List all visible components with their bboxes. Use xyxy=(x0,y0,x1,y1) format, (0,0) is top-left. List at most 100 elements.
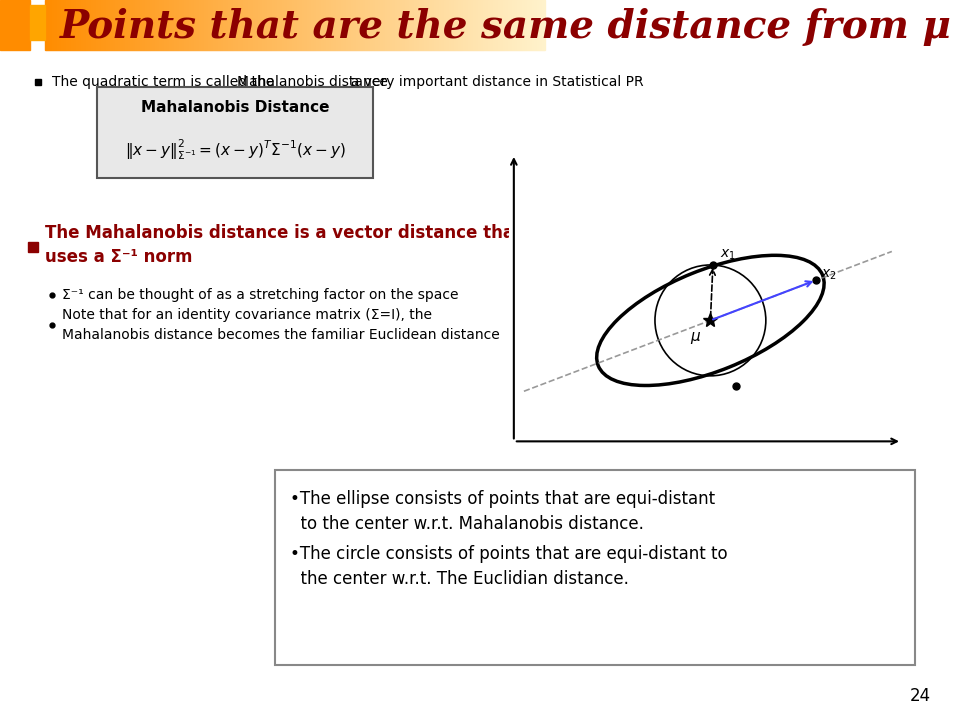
Bar xyxy=(147,0,148,50)
Bar xyxy=(368,0,369,50)
Bar xyxy=(75,0,76,50)
Bar xyxy=(163,0,164,50)
Bar xyxy=(115,0,116,50)
Bar xyxy=(439,0,440,50)
Bar xyxy=(193,0,194,50)
Bar xyxy=(367,0,368,50)
Bar xyxy=(236,0,237,50)
Bar xyxy=(471,0,472,50)
Bar xyxy=(233,0,234,50)
Bar xyxy=(386,0,387,50)
Bar xyxy=(93,0,94,50)
Bar xyxy=(516,0,517,50)
Bar xyxy=(457,0,458,50)
Bar xyxy=(362,0,363,50)
Bar xyxy=(461,0,462,50)
Bar xyxy=(503,0,504,50)
Bar xyxy=(256,0,257,50)
Bar xyxy=(448,0,449,50)
Bar xyxy=(212,0,213,50)
Text: $\|x - y\|^2_{\Sigma^{-1}} = (x - y)^T \Sigma^{-1}(x - y)$: $\|x - y\|^2_{\Sigma^{-1}} = (x - y)^T \… xyxy=(125,138,346,162)
Bar xyxy=(72,0,73,50)
Bar xyxy=(48,0,49,50)
Bar xyxy=(265,0,266,50)
Bar xyxy=(149,0,150,50)
Bar xyxy=(537,0,538,50)
Bar xyxy=(295,0,296,50)
Bar xyxy=(455,0,456,50)
Bar xyxy=(460,0,461,50)
Bar xyxy=(219,0,220,50)
Bar xyxy=(248,0,249,50)
Bar xyxy=(164,0,165,50)
Bar xyxy=(278,0,279,50)
Bar xyxy=(524,0,525,50)
Bar xyxy=(74,0,75,50)
Bar xyxy=(404,0,405,50)
Bar xyxy=(114,0,115,50)
Bar xyxy=(57,0,58,50)
Bar xyxy=(289,0,290,50)
Bar xyxy=(452,0,453,50)
Bar xyxy=(89,0,90,50)
Bar xyxy=(99,0,100,50)
Bar xyxy=(107,0,108,50)
Bar xyxy=(378,0,379,50)
Bar xyxy=(201,0,202,50)
Bar xyxy=(240,0,241,50)
Bar xyxy=(56,0,57,50)
Bar xyxy=(406,0,407,50)
Bar xyxy=(53,0,54,50)
Bar xyxy=(389,0,390,50)
Bar xyxy=(444,0,445,50)
Bar xyxy=(387,0,388,50)
Bar xyxy=(308,0,309,50)
Bar xyxy=(159,0,160,50)
Bar xyxy=(399,0,400,50)
Bar xyxy=(529,0,530,50)
Bar xyxy=(440,0,441,50)
Bar xyxy=(466,0,467,50)
Bar xyxy=(521,0,522,50)
Bar xyxy=(314,0,315,50)
Bar xyxy=(177,0,178,50)
Bar xyxy=(90,0,91,50)
Bar xyxy=(356,0,357,50)
Bar xyxy=(203,0,204,50)
Bar xyxy=(374,0,375,50)
Bar xyxy=(299,0,300,50)
Bar xyxy=(364,0,365,50)
Bar xyxy=(450,0,451,50)
Bar xyxy=(411,0,412,50)
Text: •The circle consists of points that are equi-distant to: •The circle consists of points that are … xyxy=(290,545,728,563)
Bar xyxy=(513,0,514,50)
Bar xyxy=(71,0,72,50)
Bar xyxy=(111,0,112,50)
Bar xyxy=(62,0,63,50)
Bar xyxy=(494,0,495,50)
Bar xyxy=(206,0,207,50)
Bar xyxy=(410,0,411,50)
Bar xyxy=(313,0,314,50)
Bar xyxy=(251,0,252,50)
Bar xyxy=(128,0,129,50)
Bar xyxy=(391,0,392,50)
Bar xyxy=(318,0,319,50)
Bar xyxy=(443,0,444,50)
Bar xyxy=(253,0,254,50)
Bar xyxy=(485,0,486,50)
Bar xyxy=(283,0,284,50)
Bar xyxy=(77,0,78,50)
Bar xyxy=(480,0,481,50)
Bar xyxy=(142,0,143,50)
Bar xyxy=(353,0,354,50)
Bar xyxy=(309,0,310,50)
Bar xyxy=(302,0,303,50)
Bar xyxy=(429,0,430,50)
Bar xyxy=(297,0,298,50)
Bar xyxy=(544,0,545,50)
Bar xyxy=(88,0,89,50)
Bar xyxy=(82,0,83,50)
Bar xyxy=(530,0,531,50)
Bar xyxy=(124,0,125,50)
